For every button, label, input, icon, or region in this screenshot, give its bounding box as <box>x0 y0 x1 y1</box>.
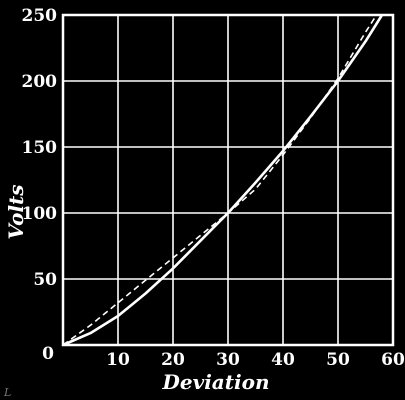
grid-lines <box>63 15 393 345</box>
y-axis-label: Volts <box>4 184 28 239</box>
y-tick-label: 100 <box>22 204 58 224</box>
x-tick-label: 30 <box>216 350 240 370</box>
x-tick-label: 10 <box>106 350 130 370</box>
x-axis-label: Deviation <box>162 370 270 394</box>
y-tick-label: 50 <box>33 270 57 290</box>
y-tick-label: 150 <box>22 138 58 158</box>
x-tick-label: 40 <box>271 350 295 370</box>
y-tick-label: 250 <box>22 6 58 26</box>
series-line-dashed <box>62 14 378 346</box>
plot-frame <box>61 13 395 347</box>
series-group <box>62 14 384 347</box>
tick-labels: 10 20 30 40 50 60 0 50 100 150 200 250 <box>22 6 405 370</box>
x-tick-label: 60 <box>381 350 405 370</box>
corner-mark: L <box>3 386 11 399</box>
y-tick-label: 200 <box>22 72 58 92</box>
x-tick-label: 20 <box>161 350 185 370</box>
x-tick-label: 50 <box>326 350 350 370</box>
y-tick-label: 0 <box>42 344 54 364</box>
